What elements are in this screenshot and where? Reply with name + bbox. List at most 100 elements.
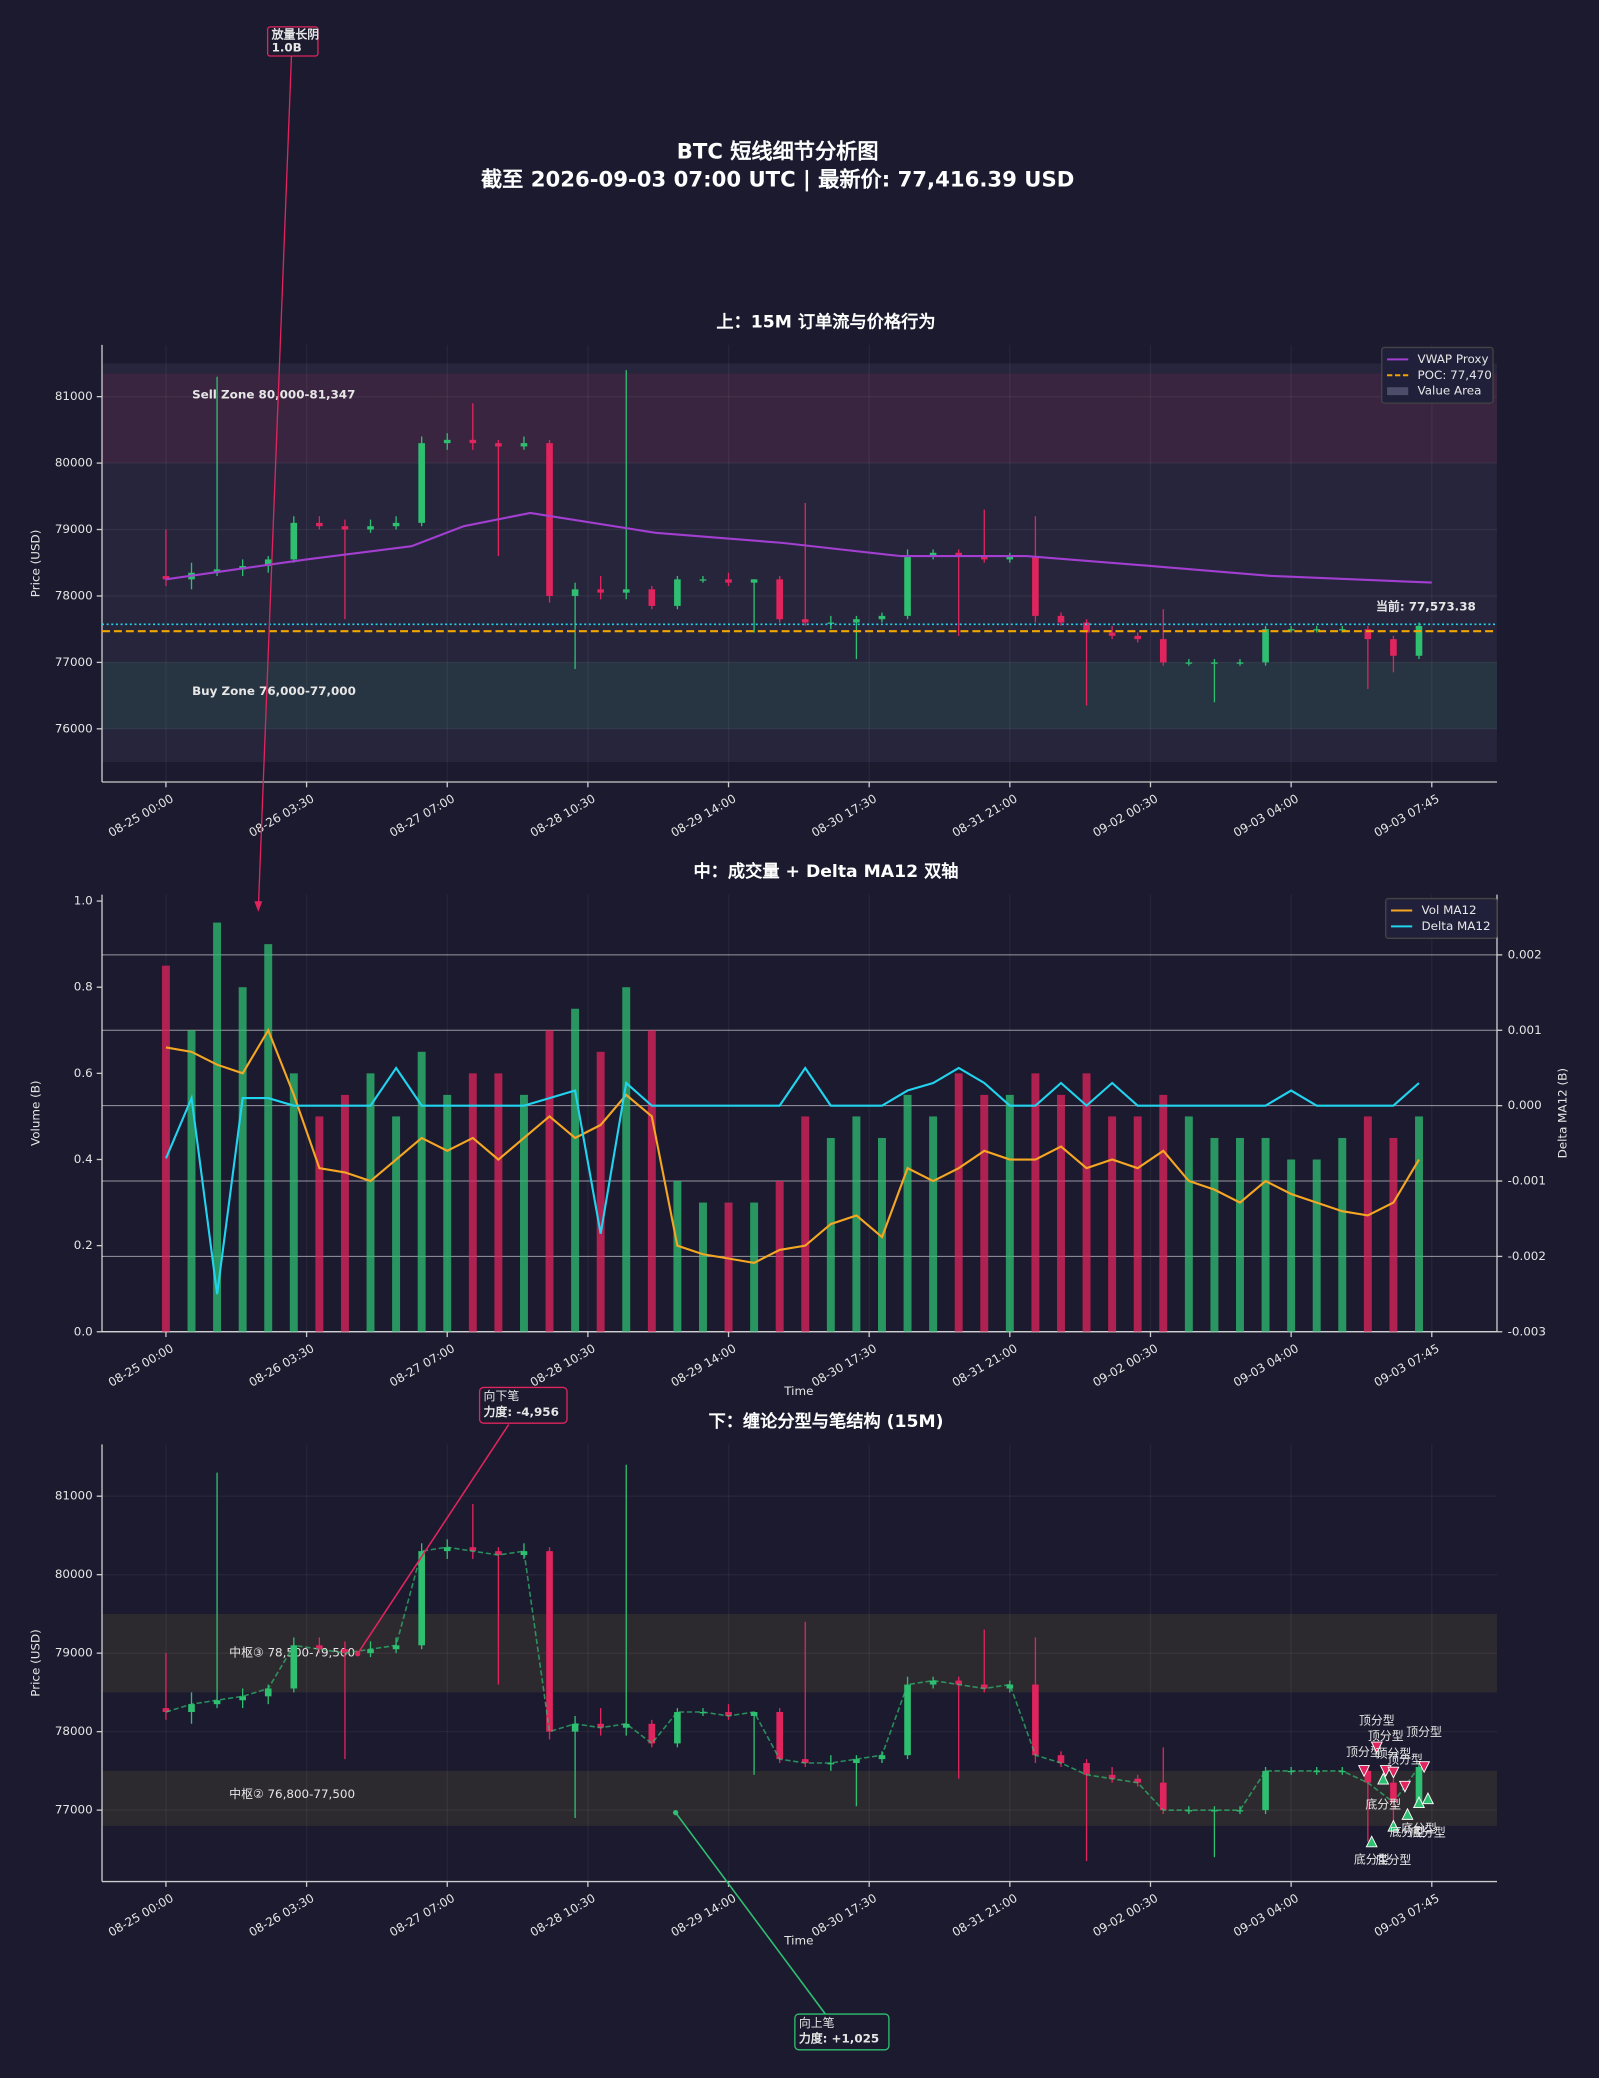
volume-bar xyxy=(315,1116,324,1332)
candle-body xyxy=(188,1704,195,1713)
y2-tick-label: -0.001 xyxy=(1508,1174,1546,1188)
candle-body xyxy=(1108,1774,1116,1779)
volume-bar xyxy=(1082,1073,1091,1332)
candle-body xyxy=(1364,629,1372,640)
legend-label: Vol MA12 xyxy=(1421,903,1476,917)
volume-bar xyxy=(1338,1137,1347,1332)
candle-body xyxy=(1390,639,1397,656)
annotation-text: 1.0B xyxy=(272,41,302,55)
candle-body xyxy=(316,522,323,527)
y-tick-label: 0.4 xyxy=(74,1152,93,1166)
y-tick-label: 80000 xyxy=(55,1567,93,1581)
y-tick-label: 79000 xyxy=(55,522,93,536)
annotation-text: 放量长阴 xyxy=(271,27,320,41)
candle-body xyxy=(750,579,758,583)
candle-body xyxy=(392,522,400,527)
annotation-arrow xyxy=(357,1424,510,1655)
fractal-label: 顶分型 xyxy=(1368,1729,1404,1743)
y-tick-label: 1.0 xyxy=(74,894,93,908)
candle-body xyxy=(674,1712,681,1744)
volume-bar xyxy=(571,1008,580,1332)
y2-tick-label: -0.003 xyxy=(1508,1324,1546,1338)
candle-body xyxy=(648,589,656,606)
volume-bar xyxy=(1133,1116,1142,1332)
volume-bar xyxy=(852,1116,861,1332)
volume-bar xyxy=(443,1094,452,1332)
candle-body xyxy=(443,1547,451,1552)
y-tick-label: 80000 xyxy=(55,456,93,470)
arrow-head xyxy=(672,1810,679,1816)
annotation-text: 向下笔 xyxy=(484,1389,520,1403)
panel-title: 下：缠论分型与笔结构 (15M) xyxy=(708,1411,943,1432)
fractal-marker xyxy=(1398,1780,1411,1793)
panel-title: 上：15M 订单流与价格行为 xyxy=(716,311,935,332)
fractal-label: 顶分型 xyxy=(1346,1745,1382,1759)
y-tick-label: 78000 xyxy=(55,588,93,602)
fractal-label: 底分型 xyxy=(1401,1821,1437,1835)
candle-body xyxy=(316,1645,323,1650)
volume-bar xyxy=(494,1073,503,1332)
volume-bar xyxy=(238,987,247,1332)
candle-body xyxy=(929,1680,937,1685)
volume-bar xyxy=(980,1094,989,1332)
candle-body xyxy=(1236,1810,1244,1812)
fractal-marker xyxy=(1370,1741,1383,1754)
volume-bar xyxy=(775,1181,784,1332)
y-tick-label: 79000 xyxy=(55,1646,93,1660)
volume-bar xyxy=(954,1073,963,1332)
candle-body xyxy=(1185,662,1193,664)
volume-bar xyxy=(1108,1116,1117,1332)
volume-bar xyxy=(750,1202,759,1332)
legend-label: POC: 77,470 xyxy=(1418,368,1492,382)
candle-body xyxy=(264,559,272,567)
volume-bar xyxy=(929,1116,938,1332)
volume-bar xyxy=(264,944,273,1332)
y-tick-label: 77000 xyxy=(55,655,93,669)
legend-label: VWAP Proxy xyxy=(1418,352,1489,366)
zone xyxy=(102,662,1497,729)
y-axis-label: Price (USD) xyxy=(28,1629,42,1697)
fractal-marker xyxy=(1387,1766,1400,1779)
candle-body xyxy=(1083,1763,1090,1775)
candle-body xyxy=(853,1759,860,1764)
zone-label: 中枢② 76,800-77,500 xyxy=(229,1787,355,1801)
stroke-line xyxy=(165,1546,1420,1811)
annotation-box xyxy=(794,2013,890,2051)
legend-box xyxy=(1385,897,1498,939)
fractal-label: 底分型 xyxy=(1390,1825,1426,1839)
candle-body xyxy=(392,1645,400,1650)
candle-body xyxy=(725,579,732,583)
fractal-label: 顶分型 xyxy=(1376,1746,1412,1760)
candle-body xyxy=(1364,1770,1372,1783)
candle-body xyxy=(1083,622,1090,633)
candle-body xyxy=(1313,629,1321,631)
y2-tick-label: 0.002 xyxy=(1508,947,1542,961)
fractal-marker xyxy=(1418,1761,1431,1774)
y2-tick-label: -0.002 xyxy=(1508,1249,1546,1263)
zone-label: Buy Zone 76,000-77,000 xyxy=(192,684,356,698)
annotation-box xyxy=(478,1386,568,1424)
y-tick-label: 0.6 xyxy=(74,1066,93,1080)
volume-bar xyxy=(1005,1094,1014,1332)
arrow-head xyxy=(254,901,263,912)
candle-body xyxy=(290,1645,298,1689)
zone xyxy=(102,1613,1497,1693)
zone-label: Sell Zone 80,000-81,347 xyxy=(192,387,355,401)
candle-body xyxy=(1032,1684,1039,1756)
candle-body xyxy=(648,1723,656,1744)
candle-body xyxy=(264,1688,272,1697)
candle-body xyxy=(725,1712,732,1716)
candle-body xyxy=(1057,615,1065,623)
volume-bar xyxy=(724,1202,733,1332)
y-axis-label: Volume (B) xyxy=(28,1080,42,1146)
legend-swatch xyxy=(1387,387,1409,396)
fractal-label: 底分型 xyxy=(1410,1825,1446,1839)
fractal-label: 顶分型 xyxy=(1387,1753,1423,1767)
candle-body xyxy=(546,443,553,596)
x-axis-label: Time xyxy=(783,1934,813,1948)
candle-body xyxy=(1006,556,1014,560)
volume-bar xyxy=(1210,1137,1219,1332)
volume-bar xyxy=(903,1094,912,1332)
candle-body xyxy=(469,1547,477,1552)
volume-bar xyxy=(1363,1116,1372,1332)
